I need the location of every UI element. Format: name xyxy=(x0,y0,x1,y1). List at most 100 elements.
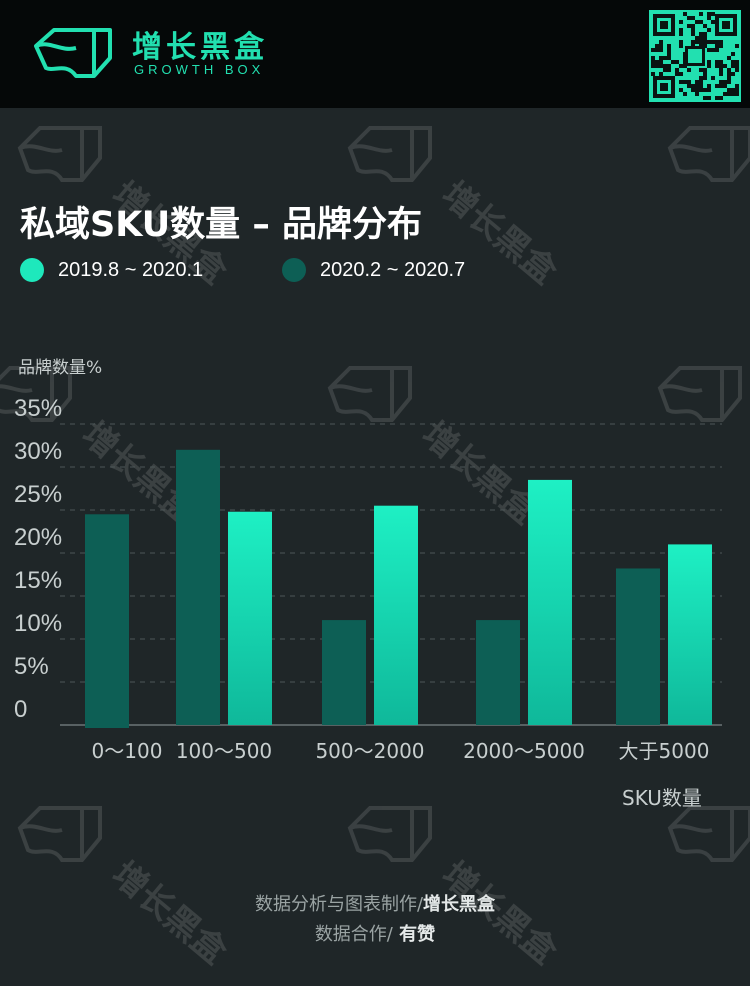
qr-module xyxy=(663,56,667,60)
qr-module xyxy=(679,28,683,32)
watermark-logo-icon xyxy=(17,806,102,862)
qr-module xyxy=(695,92,699,96)
footer-credit: 数据分析与图表制作/增长黑盒 xyxy=(0,890,750,916)
qr-module xyxy=(683,92,687,96)
x-tick-label: 2000～5000 xyxy=(463,739,585,763)
qr-module xyxy=(651,56,655,60)
legend-swatch-series-2 xyxy=(282,258,306,282)
qr-module xyxy=(707,48,711,52)
qr-module xyxy=(719,60,723,64)
qr-module xyxy=(727,92,731,96)
qr-module xyxy=(735,92,739,96)
qr-module xyxy=(695,20,699,24)
qr-module xyxy=(659,48,663,52)
x-tick-label: 100～500 xyxy=(176,739,272,763)
qr-module xyxy=(655,44,659,48)
qr-module xyxy=(679,44,683,48)
watermark-layer: 增长黑盒增长黑盒增长黑盒增长黑盒增长黑盒增长黑盒增长黑盒增长黑盒增长黑盒 xyxy=(0,126,750,973)
qr-module xyxy=(703,40,707,44)
watermark: 增长黑盒 xyxy=(667,806,750,862)
legend-item-series-2: 2020.2 ~ 2020.7 xyxy=(282,258,465,282)
qr-module xyxy=(703,68,707,72)
qr-module xyxy=(695,40,699,44)
qr-module xyxy=(707,60,711,64)
qr-module xyxy=(687,84,691,88)
qr-module xyxy=(711,20,715,24)
qr-module xyxy=(727,80,731,84)
qr-module xyxy=(659,44,663,48)
qr-module xyxy=(687,80,691,84)
qr-module xyxy=(667,56,671,60)
qr-module xyxy=(667,52,671,56)
qr-module xyxy=(699,20,703,24)
footer-partner: 数据合作/ 有赞 xyxy=(0,920,750,946)
qr-module xyxy=(663,64,667,68)
bar-series-1 xyxy=(668,544,712,725)
bar-series-1 xyxy=(374,505,418,725)
qr-module xyxy=(699,32,703,36)
qr-module xyxy=(719,64,723,68)
qr-module xyxy=(671,60,675,64)
qr-module xyxy=(667,68,671,72)
legend-item-series-1: 2019.8 ~ 2020.1 xyxy=(20,258,203,282)
qr-module xyxy=(715,84,719,88)
header-bar: 增长黑盒 GROWTH BOX xyxy=(0,0,750,108)
qr-module xyxy=(699,80,703,84)
watermark-logo-icon xyxy=(327,366,412,422)
qr-module xyxy=(711,12,715,16)
x-tick-label: 0～100 xyxy=(92,739,163,763)
qr-module xyxy=(683,80,687,84)
qr-module xyxy=(735,60,739,64)
qr-module xyxy=(727,56,731,60)
qr-module xyxy=(723,84,727,88)
qr-module xyxy=(695,36,699,40)
qr-module xyxy=(715,48,719,52)
qr-module xyxy=(707,28,711,32)
qr-module xyxy=(731,64,735,68)
x-tick-label: 大于5000 xyxy=(619,739,710,763)
qr-module xyxy=(691,28,695,32)
x-axis-label: SKU数量 xyxy=(622,786,702,810)
qr-module xyxy=(707,16,711,20)
y-tick-label: 20% xyxy=(14,524,62,551)
qr-module xyxy=(719,72,723,76)
y-tick-label: 35% xyxy=(14,395,62,422)
watermark-logo-icon xyxy=(0,366,72,422)
legend-label-series-2: 2020.2 ~ 2020.7 xyxy=(320,258,466,281)
qr-module xyxy=(707,12,711,16)
qr-module xyxy=(659,64,663,68)
qr-module xyxy=(727,68,731,72)
bar-series-2 xyxy=(616,568,660,725)
qr-module xyxy=(679,80,683,84)
qr-module xyxy=(655,60,659,64)
qr-module xyxy=(651,64,655,68)
bar-series-1 xyxy=(228,511,272,725)
qr-module xyxy=(703,76,707,80)
watermark-logo-icon xyxy=(667,126,750,182)
qr-module xyxy=(727,88,731,92)
bar-series-2 xyxy=(476,620,520,725)
qr-module xyxy=(735,68,739,72)
watermark-logo-icon xyxy=(17,126,102,182)
qr-module xyxy=(663,68,667,72)
footer-credit-name: 增长黑盒 xyxy=(423,894,496,915)
bar-series-2 xyxy=(176,449,220,725)
footer-partner-prefix: 数据合作/ xyxy=(314,924,393,945)
footer-partner-name: 有赞 xyxy=(392,924,436,945)
qr-module xyxy=(707,84,711,88)
qr-module xyxy=(715,40,719,44)
qr-module xyxy=(719,68,723,72)
qr-module xyxy=(723,80,727,84)
x-tick-label: 500～2000 xyxy=(315,739,424,763)
qr-module xyxy=(699,84,703,88)
qr-module xyxy=(675,60,679,64)
qr-module xyxy=(703,72,707,76)
qr-module xyxy=(707,88,711,92)
qr-module xyxy=(675,68,679,72)
qr-module xyxy=(707,64,711,68)
qr-module xyxy=(691,88,695,92)
qr-module xyxy=(695,80,699,84)
watermark-logo-icon xyxy=(347,126,432,182)
qr-module xyxy=(691,32,695,36)
qr-module xyxy=(667,64,671,68)
